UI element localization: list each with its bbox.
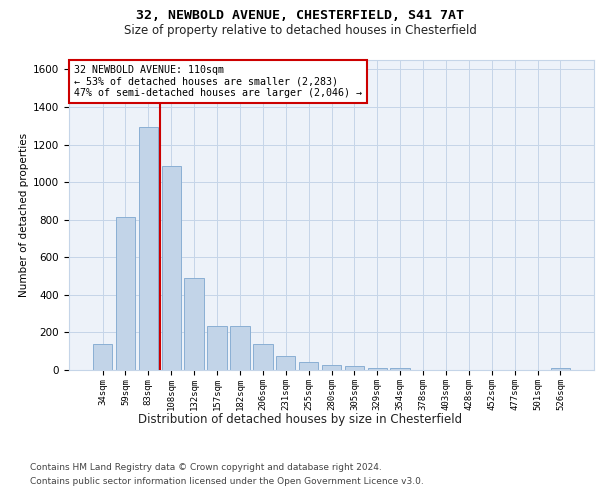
Bar — [184, 278, 204, 370]
Bar — [208, 326, 227, 370]
Bar — [551, 368, 570, 370]
Bar — [230, 326, 250, 370]
Bar — [322, 366, 341, 370]
Bar — [299, 362, 319, 370]
Text: Contains HM Land Registry data © Crown copyright and database right 2024.: Contains HM Land Registry data © Crown c… — [30, 462, 382, 471]
Text: Distribution of detached houses by size in Chesterfield: Distribution of detached houses by size … — [138, 412, 462, 426]
Bar — [368, 368, 387, 370]
Y-axis label: Number of detached properties: Number of detached properties — [19, 133, 29, 297]
Bar — [253, 344, 272, 370]
Bar — [139, 126, 158, 370]
Bar — [344, 366, 364, 370]
Text: Size of property relative to detached houses in Chesterfield: Size of property relative to detached ho… — [124, 24, 476, 37]
Text: Contains public sector information licensed under the Open Government Licence v3: Contains public sector information licen… — [30, 478, 424, 486]
Bar — [276, 356, 295, 370]
Text: 32 NEWBOLD AVENUE: 110sqm
← 53% of detached houses are smaller (2,283)
47% of se: 32 NEWBOLD AVENUE: 110sqm ← 53% of detac… — [74, 64, 362, 98]
Bar — [116, 217, 135, 370]
Text: 32, NEWBOLD AVENUE, CHESTERFIELD, S41 7AT: 32, NEWBOLD AVENUE, CHESTERFIELD, S41 7A… — [136, 9, 464, 22]
Bar — [391, 368, 410, 370]
Bar — [93, 344, 112, 370]
Bar — [161, 166, 181, 370]
